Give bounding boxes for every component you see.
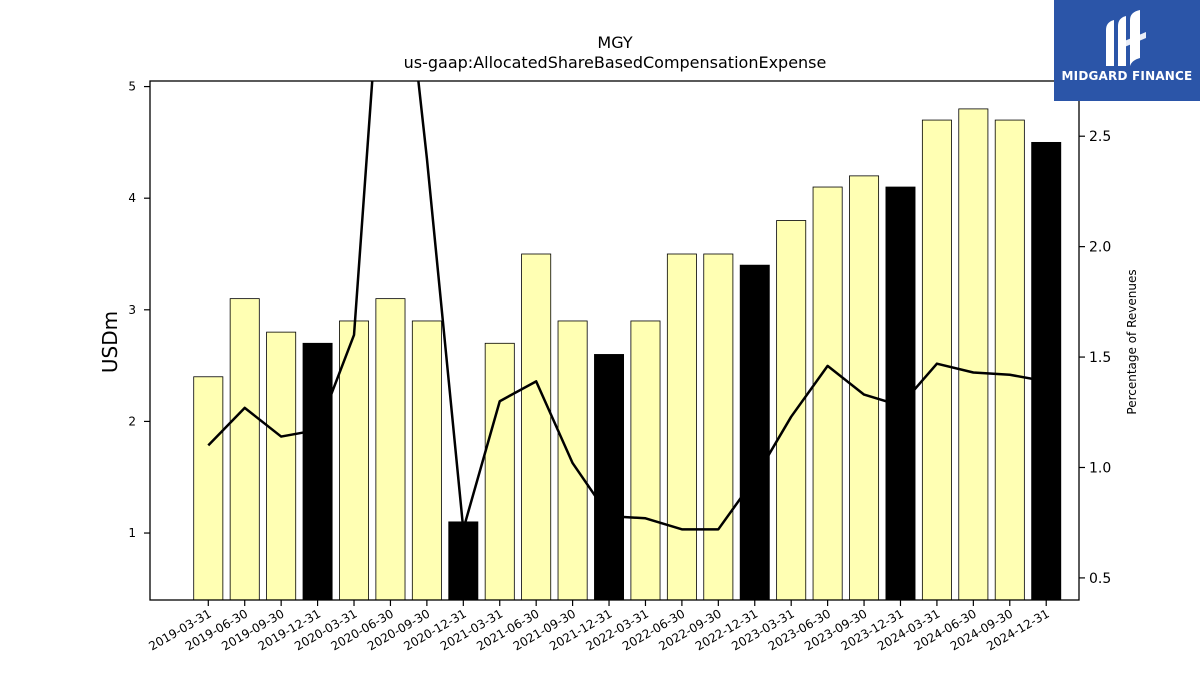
logo: MIDGARD FINANCE: [1054, 0, 1200, 101]
y-tick-label: 2: [128, 414, 136, 428]
bar-2024-03-31: [921, 119, 952, 601]
bar-2023-06-30: [812, 186, 843, 601]
bar-2022-09-30: [703, 253, 734, 601]
percentage-line: [207, 81, 1047, 531]
bar-2024-06-30: [958, 108, 989, 601]
bar-2021-06-30: [521, 253, 552, 601]
bar-2024-12-31: [1031, 141, 1062, 601]
y-tick-label: 4: [128, 191, 136, 205]
midgard-logo-icon: [1106, 10, 1146, 66]
y-axis-label: USDm: [98, 311, 122, 373]
bar-2020-06-30: [375, 298, 406, 601]
y-tick-label: 1: [128, 526, 136, 540]
y2-tick-label: 1.5: [1089, 350, 1111, 366]
y2-tick-label: 2.0: [1089, 240, 1111, 256]
line-group: [207, 81, 1047, 531]
bar-2020-09-30: [411, 320, 442, 601]
y-axis-left: 1 2 3 4 5: [128, 80, 150, 540]
bar-2021-12-31: [594, 354, 625, 601]
bar-2024-09-30: [994, 119, 1025, 601]
y2-axis-label: Percentage of Revenues: [1125, 269, 1139, 414]
chart-subtitle: us-gaap:AllocatedShareBasedCompensationE…: [404, 53, 827, 72]
x-axis: 2019-03-312019-06-302019-09-302019-12-31…: [146, 600, 1052, 653]
y2-tick-label: 0.5: [1089, 571, 1111, 587]
bar-2020-12-31: [448, 521, 479, 601]
y-axis-right: 0.5 1.0 1.5 2.0 2.5: [1079, 129, 1111, 587]
y-tick-label: 3: [128, 303, 136, 317]
y2-tick-label: 1.0: [1089, 460, 1111, 476]
y2-tick-label: 2.5: [1089, 129, 1111, 145]
bar-2022-03-31: [630, 320, 661, 601]
bar-2019-09-30: [266, 331, 297, 601]
bar-2022-12-31: [739, 264, 770, 601]
bar-2019-03-31: [193, 376, 224, 601]
bar-2020-03-31: [339, 320, 369, 601]
bar-2022-06-30: [666, 253, 697, 601]
bar-2019-06-30: [229, 298, 260, 601]
logo-text: MIDGARD FINANCE: [1061, 69, 1193, 83]
bar-2019-12-31: [302, 342, 333, 601]
bars-group: [193, 108, 1062, 601]
plot-frame: [149, 80, 1080, 601]
y-tick-label: 5: [128, 80, 136, 94]
bar-2023-03-31: [776, 220, 807, 601]
bar-2021-03-31: [484, 342, 515, 601]
chart-title: MGY: [597, 33, 632, 52]
